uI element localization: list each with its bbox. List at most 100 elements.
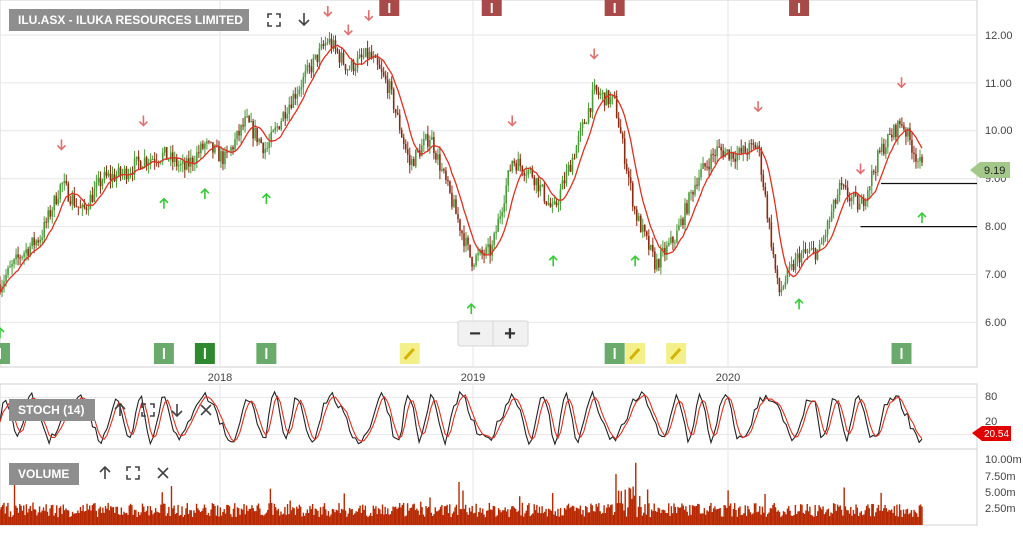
volume-title-badge[interactable]: VOLUME (9, 463, 79, 485)
volume-bar (901, 517, 903, 525)
volume-bar (453, 511, 455, 525)
candle-body (123, 168, 126, 174)
candle-body (573, 157, 576, 159)
stoch-d-line (0, 394, 923, 442)
volume-bar (446, 504, 448, 525)
volume-bar (331, 508, 334, 525)
candle-body (708, 166, 710, 170)
zoom-out-button[interactable]: − (459, 322, 492, 345)
candle-body (439, 154, 441, 171)
candle-body (597, 91, 600, 95)
edit-icon (670, 347, 682, 361)
volume-bar (391, 511, 393, 525)
candle-body (483, 254, 485, 256)
volume-bar (379, 509, 381, 525)
move-down-icon[interactable] (171, 404, 183, 418)
candle-body (766, 194, 769, 219)
volume-bar (271, 502, 273, 525)
candle-body (9, 266, 11, 268)
fullscreen-icon[interactable] (141, 403, 155, 417)
candle-body (425, 134, 427, 140)
volume-bar (410, 507, 413, 525)
volume-bar (677, 506, 679, 525)
main-title-badge[interactable]: ILU.ASX - ILUKA RESOURCES LIMITED (9, 9, 249, 31)
volume-bar (372, 505, 374, 525)
volume-bar (210, 509, 212, 525)
candle-body (664, 247, 666, 255)
volume-bar (430, 512, 433, 525)
candle-body (714, 155, 716, 157)
volume-bar (243, 504, 245, 525)
candle-body (390, 81, 393, 90)
candle-body (437, 154, 439, 160)
volume-bar (871, 503, 873, 525)
candle-body (105, 171, 108, 176)
zoom-in-button[interactable]: + (494, 322, 527, 345)
candle-body (308, 65, 311, 67)
candle-body (619, 127, 622, 134)
volume-bar (835, 510, 837, 525)
volume-bar (400, 507, 402, 525)
volume-bar (770, 508, 773, 525)
volume-bar (503, 510, 505, 525)
candle-body (489, 244, 491, 256)
fullscreen-icon[interactable] (267, 13, 281, 27)
close-icon[interactable] (157, 467, 169, 479)
volume-bar (831, 513, 834, 525)
candle-body (43, 221, 45, 238)
candle-body (248, 116, 250, 123)
volume-bar (108, 510, 111, 525)
volume-bar (693, 505, 695, 525)
volume-bar (599, 511, 601, 525)
volume-bar (309, 505, 311, 525)
candle-body (55, 195, 58, 205)
move-up-icon[interactable] (99, 465, 111, 479)
candle-body (386, 79, 389, 94)
volume-bar (132, 514, 134, 525)
volume-bar (330, 514, 332, 525)
candle-body (302, 76, 305, 88)
volume-bar (868, 508, 870, 525)
fullscreen-icon[interactable] (126, 466, 140, 480)
candle-body (688, 192, 690, 214)
candle-body (877, 150, 879, 173)
volume-bar (11, 517, 13, 525)
stoch-title-badge[interactable]: STOCH (14) (9, 399, 95, 421)
close-icon[interactable] (200, 404, 212, 416)
volume-bar (280, 511, 282, 525)
volume-bar (656, 511, 658, 525)
candle-body (752, 143, 755, 145)
volume-bar (757, 511, 760, 525)
volume-bar (157, 512, 159, 525)
volume-bar (367, 517, 369, 525)
volume-bar (620, 491, 622, 525)
candle-body (358, 54, 361, 58)
candle-body (768, 218, 771, 223)
volume-bar (753, 503, 756, 525)
move-up-icon[interactable] (114, 402, 126, 416)
candle-body (192, 157, 194, 165)
volume-bar (741, 514, 744, 525)
volume-bar (401, 504, 404, 525)
arrow-down-icon[interactable] (298, 13, 310, 27)
volume-bar (297, 508, 299, 525)
candle-body (465, 237, 467, 247)
volume-bar (914, 511, 917, 525)
volume-bar (875, 512, 877, 525)
volume-bar (438, 509, 440, 525)
volume-bar (826, 509, 828, 525)
volume-bar (336, 510, 339, 525)
candle-body (125, 168, 128, 180)
candle-body (609, 97, 612, 105)
candle-body (531, 168, 534, 177)
volume-bar (788, 506, 790, 525)
volume-bar (646, 489, 649, 525)
edit-icon (629, 347, 641, 361)
candle-body (710, 153, 712, 170)
candle-body (812, 248, 815, 250)
candle-body (525, 174, 528, 176)
volume-bar (777, 510, 779, 525)
volume-bar (426, 508, 429, 525)
volume-bar (604, 512, 607, 525)
volume-bar (577, 508, 579, 525)
